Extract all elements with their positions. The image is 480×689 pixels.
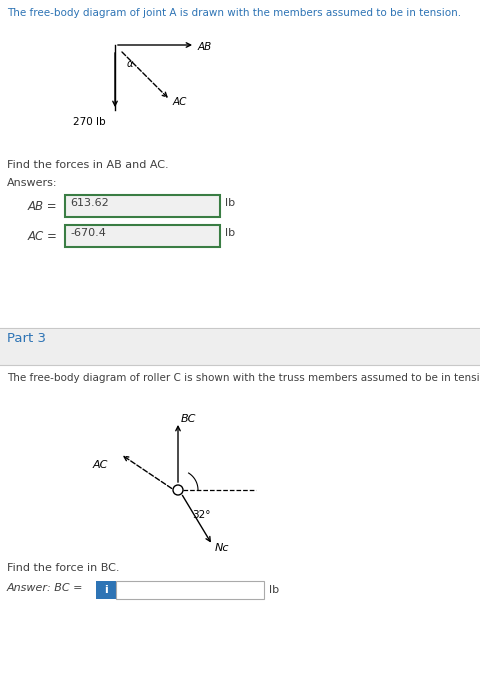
Text: α: α [127, 59, 133, 69]
Text: i: i [104, 585, 108, 595]
Text: -670.4: -670.4 [70, 228, 106, 238]
Text: AC =: AC = [28, 230, 58, 243]
Text: AC: AC [92, 460, 108, 470]
Text: Part 3: Part 3 [7, 332, 46, 345]
Text: The free-body diagram of roller C is shown with the truss members assumed to be : The free-body diagram of roller C is sho… [7, 373, 480, 383]
Text: AC: AC [173, 97, 187, 107]
Text: AB =: AB = [28, 200, 58, 213]
FancyBboxPatch shape [65, 195, 219, 217]
FancyBboxPatch shape [116, 581, 264, 599]
FancyBboxPatch shape [96, 581, 116, 599]
Text: Find the force in BC.: Find the force in BC. [7, 563, 119, 573]
Text: The free-body diagram of joint A is drawn with the members assumed to be in tens: The free-body diagram of joint A is draw… [7, 8, 460, 18]
Text: AB: AB [198, 42, 212, 52]
Text: 32°: 32° [192, 510, 210, 520]
Text: lb: lb [268, 585, 278, 595]
Text: lb: lb [225, 198, 235, 208]
Text: BC: BC [180, 414, 196, 424]
Text: Find the forces in AB and AC.: Find the forces in AB and AC. [7, 160, 168, 170]
Text: Nc: Nc [214, 543, 228, 553]
Text: 270 lb: 270 lb [73, 117, 106, 127]
Bar [0, 329, 480, 365]
FancyBboxPatch shape [65, 225, 219, 247]
Text: 613.62: 613.62 [70, 198, 108, 208]
Text: lb: lb [225, 228, 235, 238]
Text: Answer: BC =: Answer: BC = [7, 583, 84, 593]
Text: Answers:: Answers: [7, 178, 58, 188]
